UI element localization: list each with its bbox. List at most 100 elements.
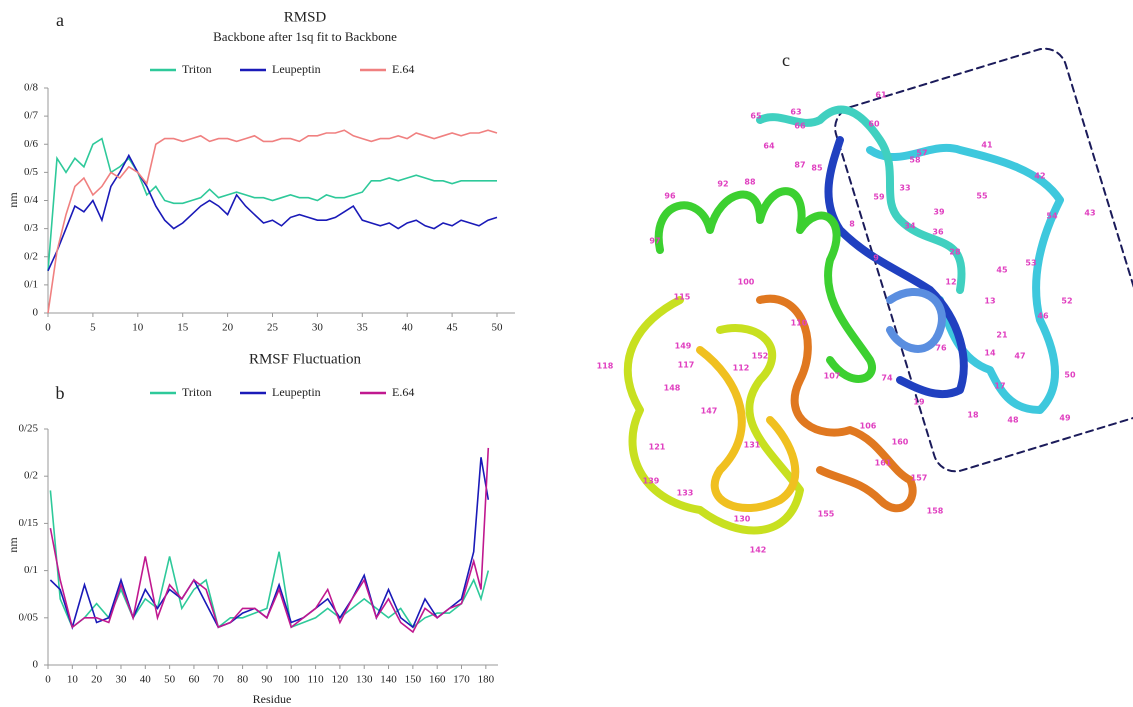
- x-tick-label: 35: [357, 322, 369, 334]
- residue-label: 112: [733, 364, 750, 373]
- residue-label: 64: [763, 142, 775, 151]
- residue-label: 59: [873, 193, 885, 202]
- x-tick-label: 110: [308, 674, 325, 686]
- tube-yellowgreen: [623, 296, 804, 535]
- residue-label: 130: [734, 515, 751, 524]
- x-tick-label: 150: [405, 674, 422, 686]
- residue-label: 9: [873, 254, 879, 263]
- residue-label: 47: [1014, 352, 1025, 361]
- residue-label: 147: [701, 407, 718, 416]
- y-tick-label: 0/4: [24, 194, 39, 206]
- x-tick-label: 45: [447, 322, 459, 334]
- y-tick-label: 0: [33, 307, 39, 319]
- residue-label: 139: [643, 477, 660, 486]
- x-tick-label: 30: [312, 322, 324, 334]
- y-tick-label: 0/2: [24, 470, 38, 482]
- residue-label: 157: [911, 474, 928, 483]
- tube-blue: [824, 136, 968, 399]
- residue-label: 8: [849, 220, 855, 229]
- x-tick-label: 40: [402, 322, 414, 334]
- residue-label: 50: [1064, 371, 1076, 380]
- residue-label: 33: [899, 184, 910, 193]
- y-tick-label: 0/7: [24, 110, 39, 122]
- residue-label: 121: [649, 443, 666, 452]
- residue-label: 48: [1007, 416, 1019, 425]
- chart-title: RMSD: [284, 9, 327, 25]
- residue-label: 133: [677, 489, 694, 498]
- panel-label: c: [782, 50, 790, 70]
- y-tick-label: 0/8: [24, 82, 39, 94]
- tube-lightblue: [886, 287, 946, 353]
- residue-label: 53: [1025, 259, 1036, 268]
- residue-label: 65: [750, 112, 762, 121]
- residue-label: 117: [678, 361, 695, 370]
- residue-label: 110: [791, 319, 808, 328]
- x-tick-label: 160: [429, 674, 446, 686]
- series-line: [47, 137, 497, 271]
- x-tick-label: 30: [115, 674, 127, 686]
- legend-label: E.64: [392, 385, 414, 399]
- residue-label: 42: [1034, 172, 1045, 181]
- y-tick-label: 0/5: [24, 166, 39, 178]
- series-line: [49, 490, 490, 629]
- residue-label: 85: [811, 164, 823, 173]
- residue-label: 18: [967, 411, 979, 420]
- residue-label: 17: [994, 382, 1005, 391]
- tube-cyan: [866, 143, 1064, 414]
- x-tick-label: 10: [67, 674, 79, 686]
- tube-green: [654, 187, 876, 383]
- residue-label: 58: [909, 156, 921, 165]
- residue-label: 97: [649, 237, 660, 246]
- series-line: [49, 447, 490, 634]
- residue-label: 19: [913, 398, 925, 407]
- series-line: [49, 457, 490, 630]
- x-tick-label: 25: [267, 322, 279, 334]
- residue-label: 49: [1059, 414, 1071, 423]
- x-axis-label: Residue: [253, 692, 292, 706]
- residue-label: 148: [664, 384, 681, 393]
- residue-label: 46: [1037, 312, 1049, 321]
- y-axis-label: nm: [6, 537, 20, 553]
- residue-label: 107: [824, 372, 841, 381]
- y-axis-label: nm: [6, 192, 20, 208]
- x-tick-label: 10: [132, 322, 144, 334]
- x-tick-label: 0: [45, 674, 51, 686]
- residue-label: 13: [984, 297, 995, 306]
- legend-label: E.64: [392, 62, 414, 76]
- residue-label: 118: [597, 362, 614, 371]
- residue-label: 54: [1046, 212, 1058, 221]
- residue-label: 142: [750, 546, 767, 555]
- x-tick-label: 90: [261, 674, 273, 686]
- residue-label: 115: [674, 293, 691, 302]
- x-tick-label: 120: [332, 674, 349, 686]
- panel-label: b: [56, 383, 65, 403]
- residue-label: 158: [927, 507, 944, 516]
- x-tick-label: 50: [164, 674, 176, 686]
- residue-label: 61: [875, 91, 887, 100]
- residue-label: 155: [818, 510, 835, 519]
- residue-label: 66: [794, 122, 806, 131]
- residue-label: 96: [664, 192, 676, 201]
- y-tick-label: 0/05: [18, 611, 38, 623]
- legend-label: Leupeptin: [272, 62, 321, 76]
- y-tick-label: 0/2: [24, 250, 38, 262]
- residue-label: 21: [996, 331, 1008, 340]
- x-tick-label: 50: [492, 322, 504, 334]
- y-tick-label: 0/1: [24, 278, 38, 290]
- residue-label: 76: [935, 344, 947, 353]
- y-tick-label: 0/1: [24, 564, 38, 576]
- residue-label: 41: [981, 141, 993, 150]
- legend-label: Triton: [182, 62, 212, 76]
- residue-label: 87: [794, 161, 805, 170]
- residue-label: 28: [949, 248, 961, 257]
- x-tick-label: 180: [478, 674, 495, 686]
- chart-subtitle: Backbone after 1sq fit to Backbone: [213, 29, 397, 44]
- residue-label: 92: [717, 180, 728, 189]
- x-tick-label: 40: [140, 674, 152, 686]
- residue-label: 43: [1084, 209, 1095, 218]
- tube-teal: [756, 105, 966, 294]
- y-tick-label: 0/15: [18, 517, 38, 529]
- y-tick-label: 0/6: [24, 138, 39, 150]
- y-tick-label: 0: [33, 659, 39, 671]
- residue-label: 161: [875, 459, 892, 468]
